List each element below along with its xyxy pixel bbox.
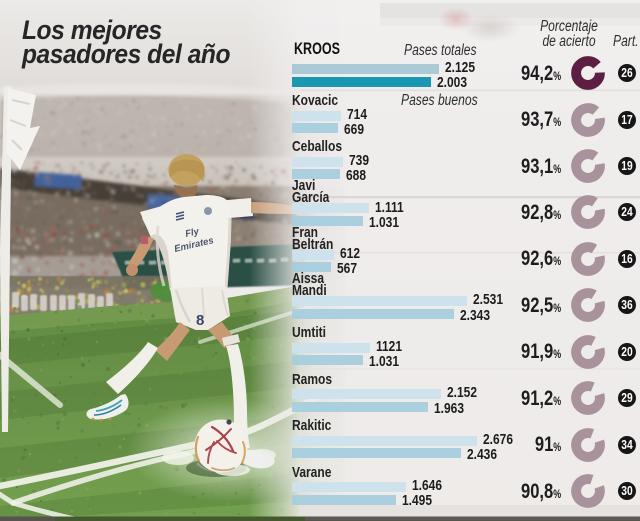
svg-text:Fly: Fly — [184, 226, 201, 240]
svg-text:8: 8 — [196, 312, 204, 329]
